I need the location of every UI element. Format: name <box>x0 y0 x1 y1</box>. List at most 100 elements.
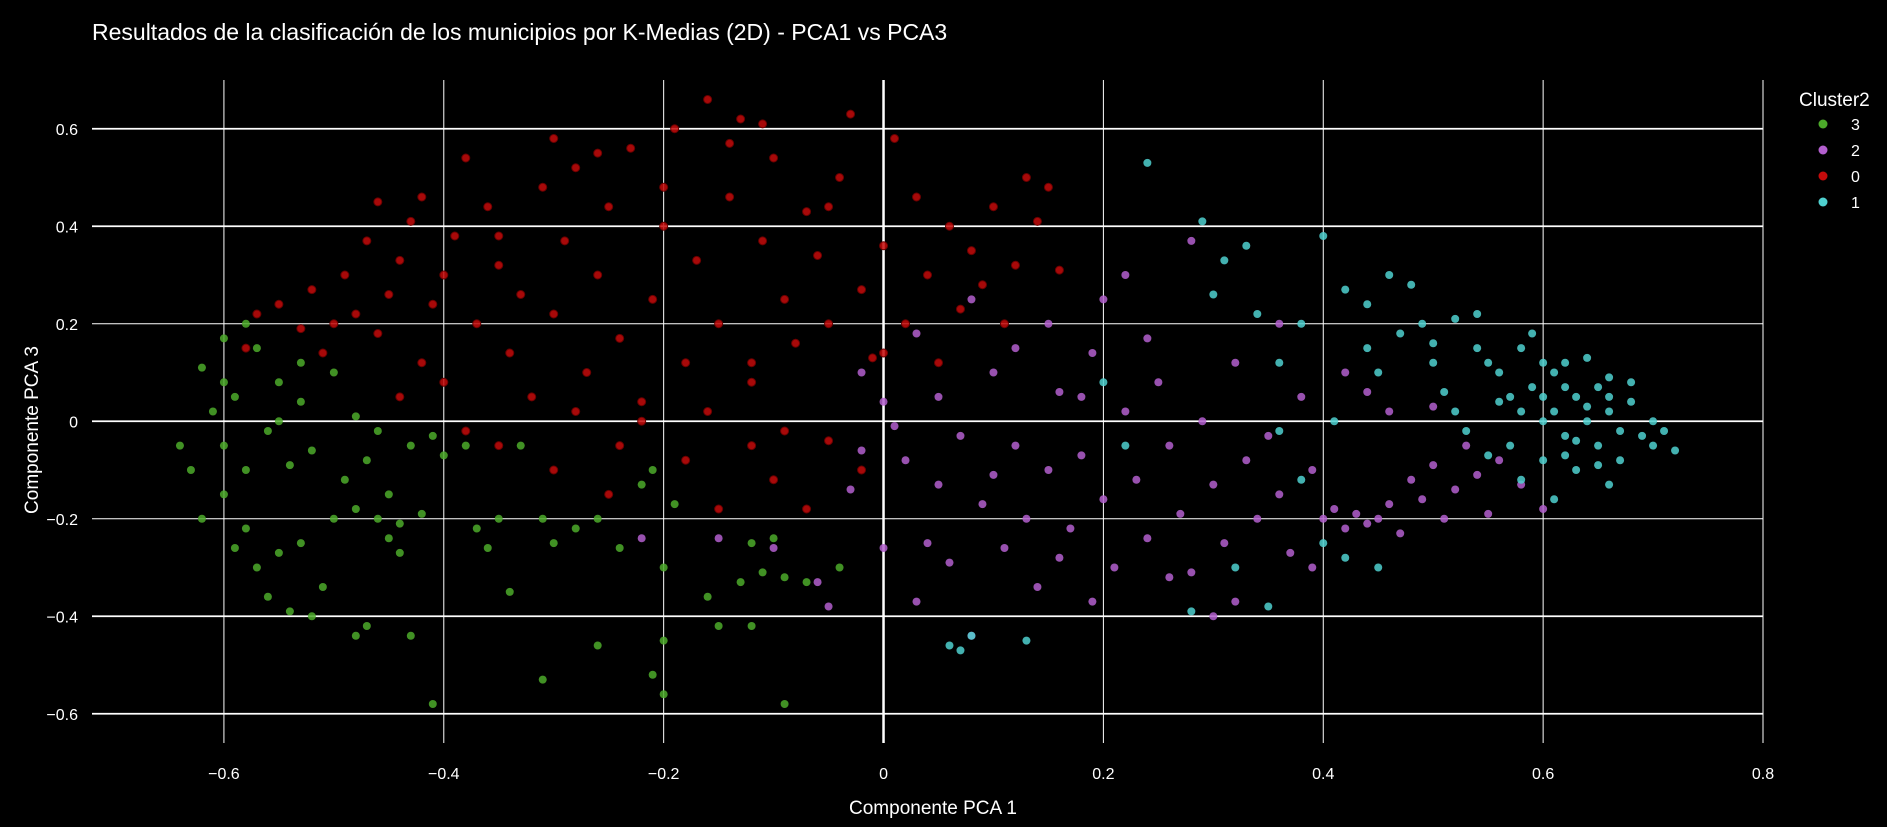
data-point <box>186 466 195 474</box>
data-point <box>461 426 471 436</box>
data-point <box>857 465 867 475</box>
data-point <box>1605 373 1614 382</box>
data-point <box>1506 392 1515 401</box>
data-point <box>373 329 383 338</box>
data-point <box>857 446 866 455</box>
data-point <box>1616 427 1625 435</box>
data-point <box>1506 441 1515 450</box>
data-point <box>406 441 415 450</box>
data-point <box>571 407 581 416</box>
data-point <box>846 485 855 494</box>
data-point <box>1484 358 1493 367</box>
data-point <box>604 202 614 212</box>
data-point <box>1011 344 1020 353</box>
data-point <box>1638 431 1647 440</box>
data-point <box>1407 475 1416 484</box>
data-point <box>1011 441 1020 450</box>
data-point <box>1319 232 1328 240</box>
data-point <box>1308 563 1317 572</box>
data-point <box>681 455 691 465</box>
data-point <box>692 255 702 265</box>
data-point <box>1209 612 1218 621</box>
data-point <box>483 544 492 552</box>
data-point <box>1220 539 1229 548</box>
y-tick-label: 0.6 <box>56 122 78 139</box>
x-tick-label: −0.2 <box>648 766 680 783</box>
data-point <box>549 309 559 319</box>
data-point <box>1550 368 1559 377</box>
data-point <box>1462 441 1471 450</box>
data-point <box>626 143 636 153</box>
data-point <box>1066 524 1075 533</box>
data-point <box>351 412 360 421</box>
data-point <box>1495 456 1504 465</box>
data-point <box>1572 392 1581 401</box>
data-point <box>999 319 1009 329</box>
legend: Cluster2 3 2 0 1 <box>1799 90 1870 212</box>
data-point <box>703 95 713 104</box>
data-point <box>1209 480 1218 489</box>
data-point <box>1528 383 1537 392</box>
data-point <box>285 461 294 470</box>
data-point <box>956 431 965 440</box>
data-point <box>637 480 646 489</box>
data-point <box>1242 456 1251 465</box>
x-tick-label: −0.6 <box>208 766 240 783</box>
data-point <box>1517 475 1526 484</box>
data-point <box>934 392 943 401</box>
data-point <box>1088 349 1097 357</box>
data-point <box>351 309 361 319</box>
data-point <box>1242 241 1251 250</box>
data-point <box>1528 329 1537 338</box>
data-point <box>1363 519 1372 528</box>
data-point <box>197 514 206 523</box>
data-point <box>681 358 691 368</box>
data-point <box>340 270 350 280</box>
data-point <box>648 294 658 304</box>
data-point <box>1132 475 1141 484</box>
legend-marker-1 <box>1818 197 1828 207</box>
data-point <box>1572 466 1581 474</box>
data-point <box>384 490 393 499</box>
data-point <box>791 338 801 348</box>
data-point <box>966 246 976 256</box>
data-point <box>230 392 239 401</box>
data-point <box>428 700 437 708</box>
data-point <box>252 309 262 319</box>
data-point <box>659 690 668 699</box>
data-point <box>1143 334 1152 343</box>
data-point <box>362 456 371 465</box>
data-point <box>1253 514 1262 523</box>
data-point <box>1010 260 1020 270</box>
data-point <box>1253 310 1262 318</box>
data-point <box>219 490 228 499</box>
data-point <box>1429 461 1438 470</box>
data-point <box>813 578 822 587</box>
data-point <box>769 544 778 552</box>
data-point <box>1605 392 1614 401</box>
data-point <box>824 602 833 611</box>
chart-title: Resultados de la clasificación de los mu… <box>92 19 947 45</box>
data-point <box>1539 505 1548 513</box>
data-point <box>1110 563 1119 572</box>
data-point <box>1385 407 1394 416</box>
data-point <box>516 441 525 450</box>
data-point <box>1198 217 1207 226</box>
data-point <box>439 377 449 387</box>
data-point <box>1187 236 1196 245</box>
data-point <box>1231 358 1240 367</box>
data-point <box>901 456 910 465</box>
data-point <box>538 182 548 192</box>
data-point <box>252 563 261 572</box>
data-point <box>824 319 834 329</box>
data-point <box>659 221 669 231</box>
data-point <box>175 441 184 450</box>
data-point <box>944 221 954 231</box>
data-point <box>955 304 965 314</box>
grid-lines <box>92 80 1764 743</box>
data-point <box>417 358 427 368</box>
data-point <box>1418 495 1427 504</box>
data-point <box>1297 319 1306 328</box>
data-point <box>813 251 823 260</box>
data-point <box>571 163 581 173</box>
